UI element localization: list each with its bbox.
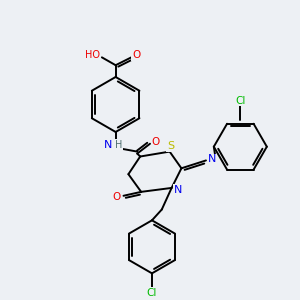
- Text: H: H: [115, 140, 122, 150]
- Text: N: N: [208, 154, 216, 164]
- Text: Cl: Cl: [147, 288, 157, 298]
- Text: N: N: [103, 140, 112, 150]
- Text: O: O: [152, 137, 160, 147]
- Text: O: O: [112, 192, 121, 202]
- Text: O: O: [132, 50, 140, 60]
- Text: HO: HO: [85, 50, 100, 60]
- Text: N: N: [174, 185, 183, 195]
- Text: Cl: Cl: [235, 95, 245, 106]
- Text: S: S: [167, 141, 174, 151]
